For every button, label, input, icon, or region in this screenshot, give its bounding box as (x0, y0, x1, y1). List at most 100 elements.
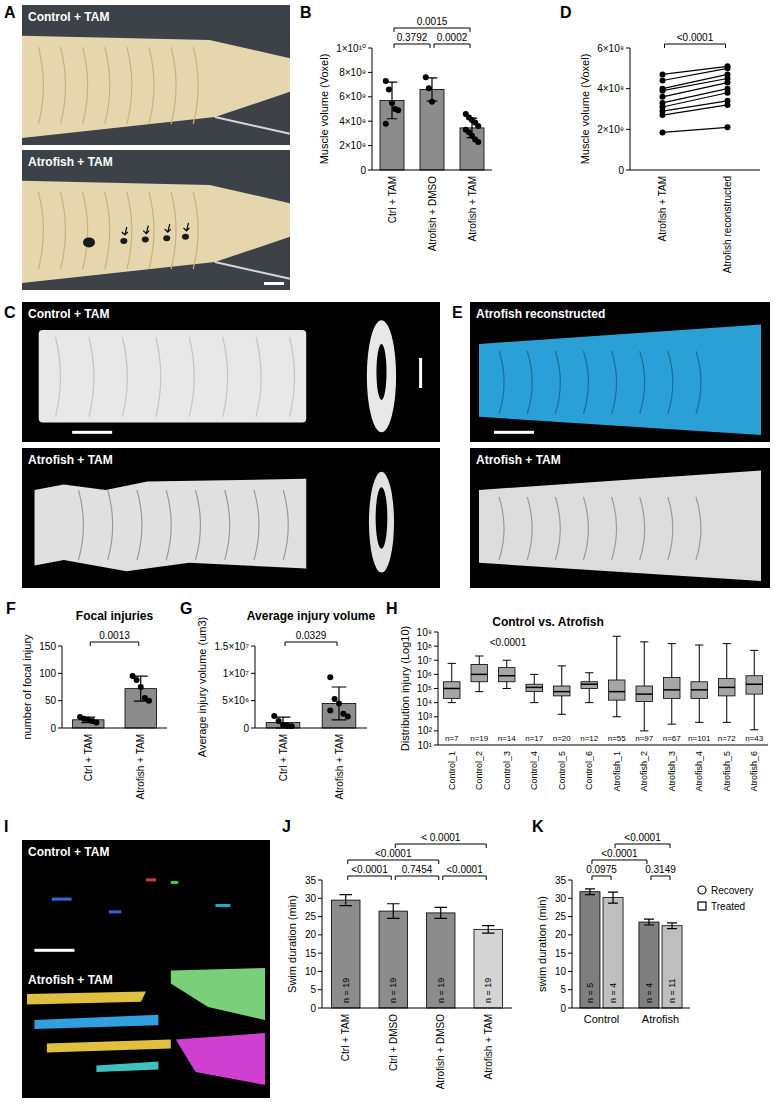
median (746, 683, 763, 685)
y-tick (58, 700, 62, 701)
bar (460, 128, 484, 170)
p-value: <0.0001 (677, 32, 714, 43)
image-texture (78, 490, 83, 560)
n-label: n = 19 (341, 978, 351, 1003)
image-shape (27, 991, 146, 1004)
image-texture (171, 192, 176, 269)
median (499, 675, 516, 677)
image-texture (527, 351, 532, 414)
x-tick-label: Ctrl + TAM (387, 176, 398, 223)
y-tick-label: 100 (39, 668, 56, 679)
y-tick-label: 0 (560, 1003, 566, 1014)
p-value: 0.0329 (296, 630, 327, 641)
image-label: Control + TAM (28, 10, 109, 24)
data-point (93, 720, 99, 726)
whisker-cap (558, 714, 566, 715)
y-axis-title: swim duration (min) (536, 896, 548, 992)
image-texture (290, 337, 295, 417)
data-point (426, 85, 432, 91)
image-texture (193, 192, 198, 269)
y-tick (251, 646, 255, 647)
y-tick (434, 632, 438, 633)
p-value: <0.0001 (375, 848, 412, 859)
y-tick-label: 20 (305, 929, 317, 940)
significance-bracket (395, 844, 486, 848)
n-label: n = 4 (608, 983, 618, 1003)
image-background (22, 302, 440, 442)
y-axis-title: Muscle volume (Voxel) (318, 54, 330, 165)
line (663, 89, 728, 103)
image-shape (22, 36, 290, 138)
whisker-cap (475, 691, 483, 692)
image-texture (583, 497, 588, 560)
y-tick (58, 646, 62, 647)
image-background (22, 968, 270, 1098)
n-label: n = 11 (667, 978, 677, 1003)
data-point (345, 714, 351, 720)
image-shape (376, 344, 386, 400)
y-tick-label: 0 (50, 723, 56, 734)
image-texture (225, 490, 230, 560)
y-tick-label: 4×10⁹ (597, 83, 624, 94)
image-texture (283, 490, 288, 560)
plot-area (660, 63, 731, 135)
p-value: 0.7454 (402, 864, 433, 875)
whisker-cap (695, 722, 703, 723)
data-point (134, 677, 140, 683)
y-tick (318, 1008, 322, 1009)
n-label: n=55 (608, 734, 627, 743)
data-point (660, 94, 666, 100)
x-tick-label: Atrofish + TAM (657, 176, 668, 241)
median (664, 689, 681, 691)
y-tick-label: 30 (305, 893, 317, 904)
image-texture (61, 192, 66, 269)
whisker-cap (668, 724, 676, 725)
n-label: n=20 (553, 734, 572, 743)
y-tick-label: 5×10⁶ (222, 695, 249, 706)
y-axis-line (630, 48, 631, 170)
chart-title: Average injury volume (247, 609, 376, 623)
y-tick (434, 646, 438, 647)
image-background (22, 840, 270, 968)
y-tick (568, 934, 572, 935)
error-bar (644, 919, 654, 925)
panel-letter: G (180, 600, 192, 617)
scale-bar (72, 431, 112, 434)
whisker-cap (613, 716, 621, 717)
error-bar (585, 889, 595, 895)
image (470, 302, 770, 442)
image-texture (193, 47, 198, 124)
image-texture (127, 47, 132, 124)
y-tick-label: 15 (555, 948, 567, 959)
image-texture (105, 47, 110, 124)
x-axis-line (322, 1008, 512, 1009)
whisker-cap (530, 702, 538, 703)
image (22, 968, 270, 1098)
y-axis-title: number of focal injury (21, 634, 33, 740)
arrow (183, 223, 189, 231)
y-tick (626, 170, 630, 171)
significance-bracket (394, 28, 470, 32)
x-tick-label: Control (584, 1013, 619, 1025)
y-tick-label: 150 (39, 641, 56, 652)
image-texture (156, 337, 161, 417)
whisker-cap (503, 688, 511, 689)
panel-letter: F (6, 600, 16, 617)
data-point (475, 123, 481, 129)
y-axis-line (62, 646, 63, 728)
n-label: n = 19 (483, 978, 493, 1003)
box (664, 678, 681, 699)
image (470, 448, 770, 588)
line (663, 105, 728, 115)
y-tick-label: 10⁸ (417, 641, 432, 652)
image-background (22, 448, 440, 588)
y-axis-title: Muscle volume (Voxel) (579, 54, 591, 165)
y-tick-label: 6×10⁹ (339, 91, 366, 102)
image-texture (499, 497, 504, 560)
error-bar (434, 907, 447, 918)
image (22, 448, 440, 588)
median (691, 689, 708, 691)
box (499, 668, 516, 682)
y-tick-label: 0 (618, 165, 624, 176)
y-tick-label: 15 (305, 948, 317, 959)
